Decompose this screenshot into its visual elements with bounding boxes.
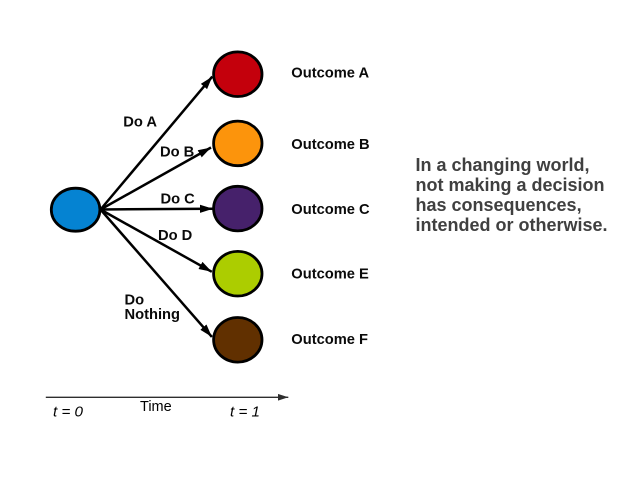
svg-text:Time: Time — [140, 399, 172, 415]
svg-text:Do A: Do A — [123, 115, 157, 131]
svg-text:Nothing: Nothing — [125, 307, 180, 323]
svg-text:Outcome A: Outcome A — [291, 66, 369, 82]
svg-text:Do B: Do B — [160, 144, 194, 160]
svg-text:t = 1: t = 1 — [230, 404, 260, 421]
svg-text:Outcome E: Outcome E — [291, 267, 369, 283]
svg-text:Outcome C: Outcome C — [291, 202, 370, 218]
svg-text:Do C: Do C — [161, 192, 196, 208]
svg-text:Do D: Do D — [158, 228, 192, 244]
svg-text:intended or otherwise.: intended or otherwise. — [416, 215, 608, 235]
svg-text:has consequences,: has consequences, — [416, 195, 582, 215]
svg-text:t = 0: t = 0 — [53, 404, 84, 421]
svg-text:In a changing world,: In a changing world, — [416, 155, 590, 175]
svg-text:Outcome F: Outcome F — [291, 332, 368, 348]
svg-text:not making a decision: not making a decision — [416, 175, 605, 195]
svg-text:Outcome B: Outcome B — [291, 137, 369, 153]
svg-text:Do: Do — [125, 292, 145, 308]
